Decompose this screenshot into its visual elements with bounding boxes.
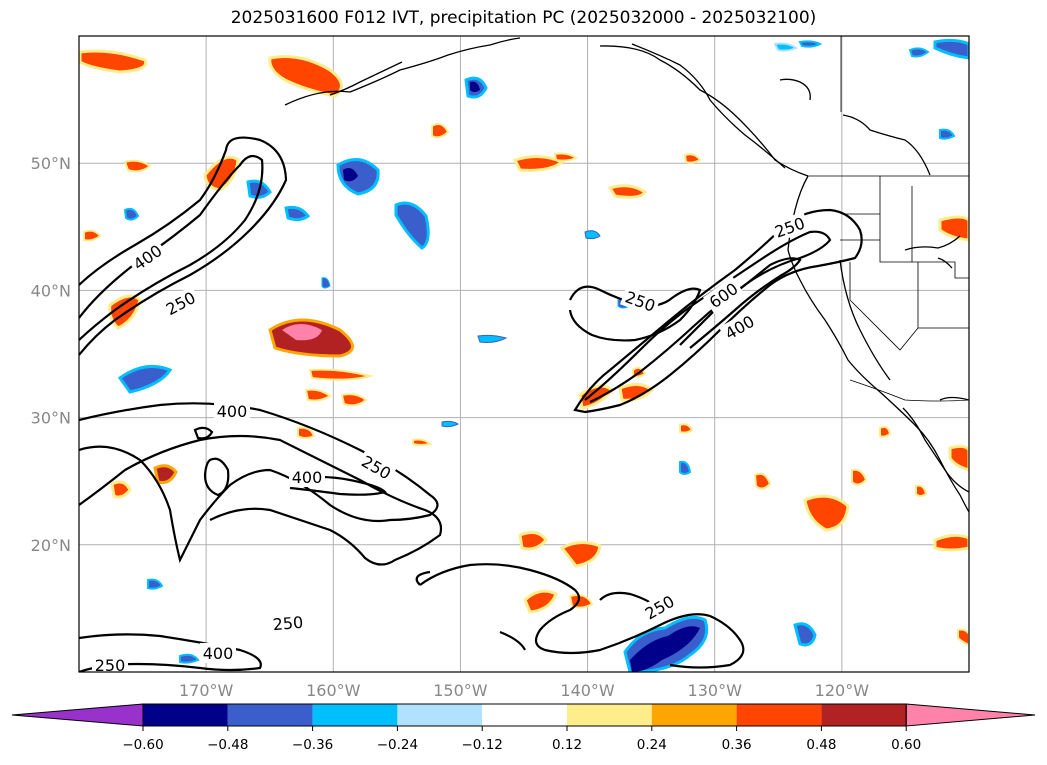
- colorbar-tick-label: −0.24: [377, 737, 418, 753]
- colorbar-segment: [736, 704, 822, 726]
- colorbar-outline: [142, 703, 907, 727]
- coastlines: [284, 37, 969, 513]
- colorbar-tick-label: 0.24: [637, 737, 667, 753]
- lon-tick-label: 140°W: [560, 681, 615, 700]
- svg-text:400: 400: [217, 402, 248, 421]
- colorbar-tick-label: −0.60: [122, 737, 163, 753]
- contour-label: 400: [200, 643, 236, 663]
- longitude-labels: 170°W 160°W 150°W 140°W 130°W 120°W: [179, 681, 869, 700]
- lon-tick-label: 120°W: [815, 681, 870, 700]
- lon-tick-label: 160°W: [306, 681, 361, 700]
- contour-label: 400: [214, 401, 250, 421]
- lon-tick-label: 150°W: [433, 681, 488, 700]
- colorbar-extend-high: [905, 703, 1036, 727]
- colorbar-tick-label: 0.12: [552, 737, 582, 753]
- contour-label: 250: [92, 655, 128, 675]
- colorbar-tick-label: 0.60: [891, 737, 921, 753]
- colorbar-segment: [567, 704, 652, 726]
- colorbar-segment: [821, 704, 907, 726]
- map-border: [78, 35, 970, 673]
- colorbar: −0.60 −0.48 −0.36 −0.24 −0.12 0.12 0.24 0.36 0.4…: [11, 703, 1036, 753]
- colorbar-tick-label: 0.48: [806, 737, 836, 753]
- colorbar-segment: [227, 704, 313, 726]
- positive-anomaly-cells: [79, 49, 969, 647]
- svg-text:400: 400: [203, 644, 234, 663]
- lat-tick-label: 50°N: [31, 154, 71, 173]
- lon-tick-label: 170°W: [179, 681, 234, 700]
- svg-text:250: 250: [95, 656, 126, 675]
- colorbar-tick-label: −0.36: [292, 737, 333, 753]
- colorbar-segment: [143, 704, 228, 726]
- lat-tick-label: 40°N: [31, 281, 71, 300]
- colorbar-segment: [651, 704, 737, 726]
- svg-text:250: 250: [272, 613, 304, 635]
- precip-pc-shading: [79, 38, 969, 672]
- lon-tick-label: 130°W: [688, 681, 743, 700]
- colorbar-segment: [482, 704, 567, 726]
- contour-label: 400: [289, 467, 325, 487]
- colorbar-tick-label: −0.12: [462, 737, 503, 753]
- lat-tick-label: 30°N: [31, 409, 71, 428]
- colorbar-extend-low: [11, 703, 144, 727]
- colorbar-segment: [312, 704, 398, 726]
- svg-text:400: 400: [292, 468, 323, 487]
- colorbar-tick-label: −0.48: [207, 737, 248, 753]
- political-borders: [808, 36, 969, 402]
- latitude-labels: 50°N 40°N 30°N 20°N: [31, 154, 71, 555]
- colorbar-segment: [397, 704, 483, 726]
- contour-label: 250: [269, 611, 307, 635]
- map-panel: [79, 36, 969, 672]
- colorbar-tick-label: 0.36: [722, 737, 752, 753]
- negative-anomaly-cells: [117, 38, 969, 672]
- lat-tick-label: 20°N: [31, 536, 71, 555]
- figure-title: 2025031600 F012 IVT, precipitation PC (2…: [230, 8, 817, 28]
